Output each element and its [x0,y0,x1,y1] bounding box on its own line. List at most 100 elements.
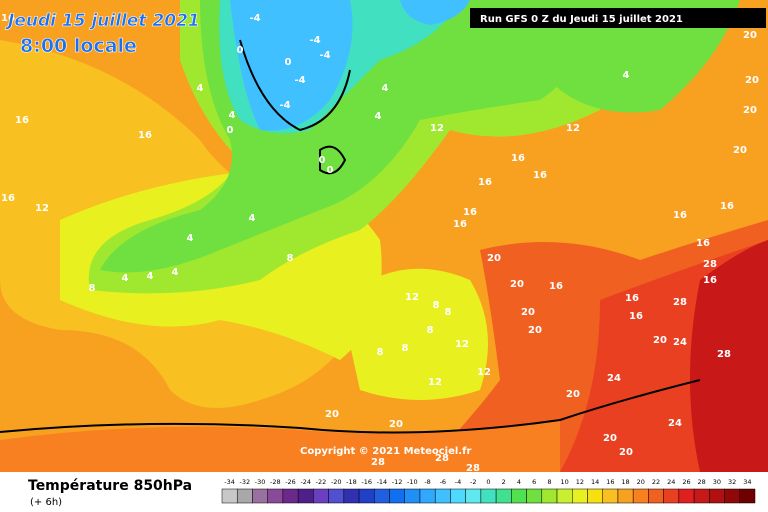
legend-tick-label: 18 [621,478,629,486]
contour-label: 8 [377,347,384,358]
contour-label: 20 [521,307,535,318]
contour-label: 16 [549,281,563,292]
legend-tick-label: -12 [392,478,403,486]
legend-swatch [587,488,603,504]
contour-label: 16 [453,219,467,230]
legend-tick-label: 6 [532,478,536,486]
contour-label: 8 [287,253,294,264]
legend-tick-label: 24 [667,478,675,486]
contour-label: 16 [511,153,525,164]
contour-label: 4 [122,273,129,284]
legend-tick-label: 30 [713,478,721,486]
legend-tick-label: 12 [576,478,584,486]
legend-tick-label: -6 [440,478,446,486]
contour-label: 4 [375,111,382,122]
contour-label: 12 [405,292,419,303]
legend-tick-label: 22 [652,478,660,486]
legend-swatch [236,488,253,504]
contour-label: 16 [625,293,639,304]
frost-zone [230,0,353,131]
contour-label: 16 [720,201,734,212]
run-info: Run GFS 0 Z du Jeudi 15 juillet 2021 [480,14,683,25]
contour-label: 16 [696,238,710,249]
footer-offset: (+ 6h) [30,497,62,508]
contour-label: 0 [327,165,334,176]
contour-label: 8 [433,300,440,311]
contour-label: 8 [427,325,434,336]
contour-label: 20 [619,447,633,458]
legend-swatch [358,488,375,504]
contour-label: 28 [371,457,385,468]
contour-label: 0 [319,155,326,166]
very-hot-zone [690,240,768,472]
contour-label: 20 [653,335,667,346]
legend-tick-label: -26 [285,478,296,486]
legend-tick-label: 20 [637,478,645,486]
contour-label: -4 [319,50,330,61]
contour-label: 20 [389,419,403,430]
contour-label: 24 [668,418,682,429]
legend-swatch [252,488,268,504]
contour-label: 4 [147,271,154,282]
legend-swatch [678,488,695,504]
contour-label: 8 [402,343,409,354]
contour-label: 0 [237,45,244,56]
contour-label: 28 [717,349,731,360]
legend-swatch [465,488,482,504]
legend-swatch [282,488,299,504]
legend-tick-label: -4 [455,478,461,486]
contour-label: 24 [607,373,621,384]
legend-swatch [526,488,543,504]
legend-tick-label: 10 [561,478,569,486]
legend-tick-label: 26 [682,478,690,486]
contour-label: 16 [673,210,687,221]
legend-tick-label: 4 [517,478,521,486]
legend-swatch [313,488,329,504]
contour-label: 20 [745,75,759,86]
contour-label: 16 [629,311,643,322]
contour-label: -4 [249,13,260,24]
contour-label: 4 [197,83,204,94]
copyright: Copyright © 2021 Meteociel.fr [300,446,471,457]
contour-label: 16 [533,170,547,181]
contour-label: 20 [743,30,757,41]
contour-line [0,379,701,434]
contour-label: 0 [227,125,234,136]
legend-tick-label: -22 [316,478,327,486]
contour-label: 16 [703,275,717,286]
contour-label: 16 [15,115,29,126]
contour-label: 12 [428,377,442,388]
legend-swatch [617,488,634,504]
contour-label: 8 [445,307,452,318]
color-legend: -34 -32 -30 -28 -26 -24 -22 -20 -18 -16 -14 -12 -10-… [221,478,756,504]
contour-label: -4 [294,75,305,86]
cold-zone [100,0,585,273]
legend-tick-label: -24 [300,478,311,486]
legend-tick-label: -34 [224,478,235,486]
legend-tick-label: -32 [240,478,251,486]
legend-swatch [632,488,649,504]
contour-label: 4 [382,83,389,94]
legend-swatch [221,488,238,504]
contour-label: -4 [279,100,290,111]
legend-tick-label: -10 [407,478,418,486]
contour-label: 16 [463,207,477,218]
contour-label: 20 [487,253,501,264]
legend-tick-label: -8 [424,478,430,486]
contour-label: 16 [1,13,15,24]
legend-tick-label: 2 [502,478,506,486]
legend-swatch [419,488,436,504]
legend-tick-label: -20 [331,478,342,486]
contour-label: 12 [35,203,49,214]
contour-label: 0 [285,57,292,68]
contour-label: 16 [1,193,15,204]
legend-swatch [389,488,405,504]
contour-label: -4 [309,35,320,46]
legend-swatch [602,488,619,504]
legend-swatch [328,488,345,504]
contour-label: 20 [325,409,339,420]
contour-label: 12 [566,123,580,134]
legend-swatch [480,488,497,504]
